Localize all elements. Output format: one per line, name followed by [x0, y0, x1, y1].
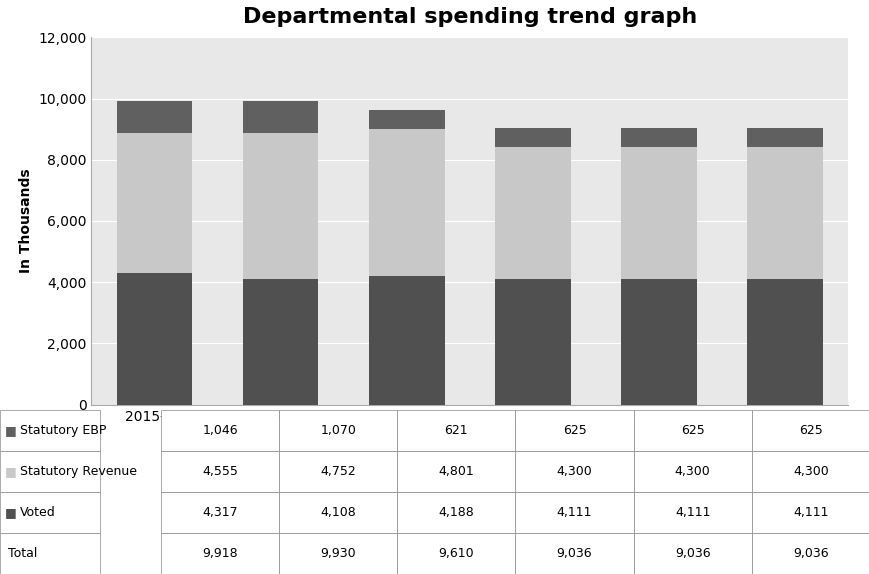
Bar: [494, 279, 570, 405]
Bar: [0, 451, 100, 492]
Bar: [116, 101, 192, 133]
Text: Statutory Revenue: Statutory Revenue: [20, 466, 136, 478]
Bar: [368, 110, 444, 130]
Bar: [368, 277, 444, 405]
Bar: [242, 279, 318, 405]
Bar: [242, 100, 318, 133]
Bar: [242, 133, 318, 279]
Bar: [0, 533, 100, 574]
Bar: [0, 492, 100, 533]
Bar: [494, 128, 570, 147]
Bar: [368, 130, 444, 277]
Text: ■: ■: [5, 466, 17, 478]
Bar: [116, 133, 192, 273]
Text: Voted: Voted: [20, 506, 56, 519]
Y-axis label: In Thousands: In Thousands: [18, 169, 33, 273]
Title: Departmental spending trend graph: Departmental spending trend graph: [242, 7, 696, 28]
Bar: [620, 279, 696, 405]
Bar: [116, 273, 192, 405]
Bar: [0, 410, 100, 451]
Bar: [620, 128, 696, 147]
Text: Total: Total: [8, 547, 37, 560]
Text: ■: ■: [5, 424, 17, 437]
Bar: [494, 147, 570, 279]
Bar: [746, 147, 822, 279]
Bar: [746, 128, 822, 147]
Text: Statutory EBP: Statutory EBP: [20, 424, 106, 437]
Bar: [746, 279, 822, 405]
Bar: [620, 147, 696, 279]
Text: ■: ■: [5, 506, 17, 519]
